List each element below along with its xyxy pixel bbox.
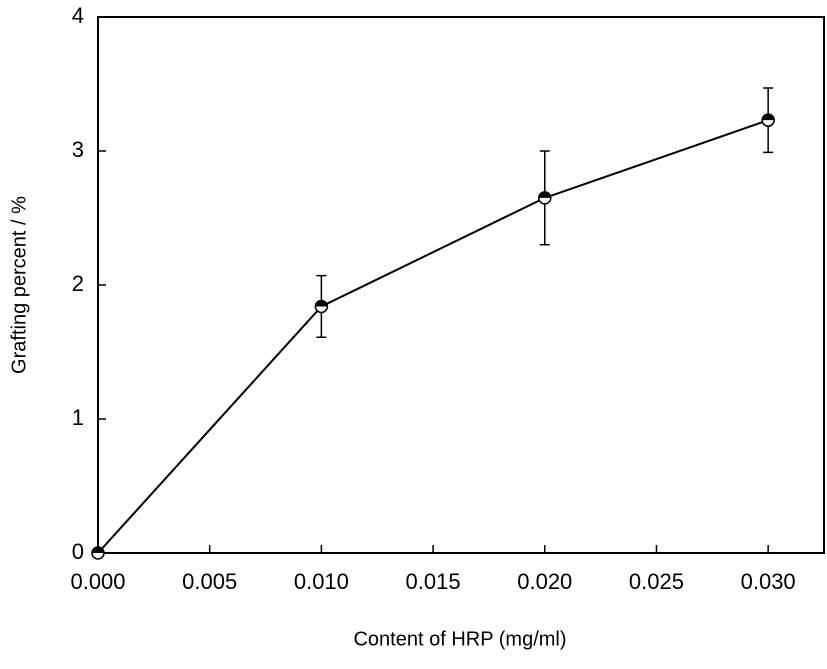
x-tick-label: 0.020 — [517, 569, 572, 594]
data-point — [91, 546, 105, 560]
marker-half — [538, 191, 551, 198]
y-tick-label: 2 — [72, 271, 84, 296]
y-tick-label: 3 — [72, 137, 84, 162]
y-axis-label: Grafting percent / % — [8, 196, 30, 374]
marker-half — [762, 114, 775, 121]
x-tick-label: 0.000 — [70, 569, 125, 594]
x-tick-label: 0.025 — [629, 569, 684, 594]
y-tick-label: 0 — [72, 539, 84, 564]
x-tick-label: 0.010 — [294, 569, 349, 594]
x-tick-label: 0.005 — [182, 569, 237, 594]
marker-half — [315, 300, 328, 307]
data-line — [97, 119, 769, 554]
marker-half — [92, 547, 104, 553]
x-tick-label: 0.030 — [741, 569, 796, 594]
data-point — [314, 299, 329, 314]
x-tick-label: 0.015 — [406, 569, 461, 594]
data-point — [538, 191, 552, 205]
y-tick-label: 4 — [72, 3, 84, 28]
plot-frame — [97, 16, 825, 554]
data-point — [761, 113, 775, 127]
y-tick-label: 1 — [72, 405, 84, 430]
x-axis-label: Content of HRP (mg/ml) — [353, 628, 566, 650]
